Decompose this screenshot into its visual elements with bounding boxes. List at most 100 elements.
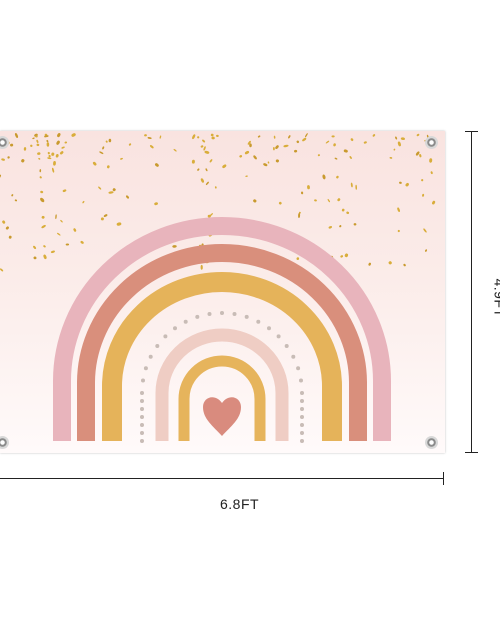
confetti-piece bbox=[108, 191, 114, 194]
confetti-piece bbox=[21, 159, 25, 163]
rainbow-dot bbox=[140, 391, 144, 395]
height-dimension-tick-top bbox=[465, 131, 478, 132]
confetti-piece bbox=[327, 198, 330, 203]
confetti-piece bbox=[302, 137, 307, 142]
confetti-piece bbox=[53, 161, 56, 166]
confetti-piece bbox=[200, 264, 203, 270]
confetti-piece bbox=[149, 145, 154, 149]
height-label: 4.9FT bbox=[491, 278, 500, 318]
confetti-piece bbox=[43, 245, 46, 248]
confetti-piece bbox=[92, 161, 97, 166]
confetti-piece bbox=[57, 232, 61, 236]
confetti-piece bbox=[159, 135, 162, 139]
confetti-piece bbox=[245, 175, 248, 177]
confetti-piece bbox=[205, 181, 209, 186]
rainbow-dot bbox=[300, 423, 304, 427]
heart-icon bbox=[203, 397, 241, 436]
confetti-piece bbox=[341, 208, 345, 212]
rainbow-arch-gold-inner bbox=[178, 355, 266, 441]
confetti-piece bbox=[64, 141, 68, 144]
confetti-piece bbox=[400, 137, 405, 141]
confetti-piece bbox=[30, 144, 33, 148]
confetti-piece bbox=[355, 184, 358, 190]
confetti-piece bbox=[98, 186, 102, 190]
confetti-piece bbox=[192, 134, 196, 140]
confetti-piece bbox=[52, 167, 55, 173]
confetti-piece bbox=[395, 136, 398, 140]
confetti-piece bbox=[397, 207, 400, 212]
confetti-piece bbox=[325, 140, 330, 144]
confetti-piece bbox=[205, 168, 208, 172]
rainbow-dot bbox=[284, 344, 289, 348]
confetti-piece bbox=[7, 156, 10, 159]
confetti-piece bbox=[100, 217, 104, 221]
confetti-piece bbox=[421, 179, 424, 182]
confetti-piece bbox=[202, 139, 206, 143]
confetti-piece bbox=[0, 268, 4, 272]
confetti-piece bbox=[278, 201, 282, 205]
confetti-piece bbox=[298, 213, 301, 218]
confetti-piece bbox=[43, 254, 47, 260]
confetti-piece bbox=[214, 186, 217, 189]
confetti-piece bbox=[172, 245, 177, 248]
confetti-piece bbox=[430, 171, 433, 175]
confetti-piece bbox=[322, 174, 326, 180]
confetti-piece bbox=[191, 159, 195, 164]
confetti-piece bbox=[272, 147, 275, 151]
confetti-piece bbox=[399, 181, 402, 184]
confetti-piece bbox=[334, 157, 338, 160]
confetti-piece bbox=[14, 199, 18, 202]
confetti-piece bbox=[120, 157, 123, 160]
rainbow-dot bbox=[173, 326, 177, 331]
confetti-piece bbox=[147, 137, 152, 139]
rainbow-dot bbox=[267, 326, 271, 331]
confetti-piece bbox=[389, 156, 393, 159]
confetti-piece bbox=[346, 211, 350, 215]
confetti-piece bbox=[60, 219, 63, 223]
grommet-top-left bbox=[0, 136, 9, 149]
confetti-piece bbox=[336, 175, 339, 179]
confetti-piece bbox=[8, 235, 12, 239]
confetti-piece bbox=[372, 134, 376, 137]
confetti-piece bbox=[239, 155, 243, 158]
rainbow-dot bbox=[140, 399, 144, 403]
confetti-piece bbox=[47, 151, 50, 155]
confetti-piece bbox=[307, 185, 310, 190]
confetti-piece bbox=[32, 137, 35, 140]
confetti-piece bbox=[99, 151, 104, 155]
confetti-piece bbox=[247, 140, 251, 145]
confetti-piece bbox=[263, 163, 268, 167]
confetti-piece bbox=[35, 135, 38, 138]
confetti-piece bbox=[432, 200, 436, 205]
confetti-piece bbox=[57, 133, 61, 138]
confetti-piece bbox=[40, 190, 44, 194]
confetti-piece bbox=[33, 256, 37, 260]
rainbow-arch-mustard bbox=[102, 272, 342, 441]
rainbow-dot bbox=[300, 399, 304, 403]
confetti-piece bbox=[296, 140, 300, 144]
confetti-piece bbox=[39, 169, 42, 173]
confetti-piece bbox=[331, 135, 335, 138]
confetti-piece bbox=[424, 249, 428, 252]
confetti-piece bbox=[61, 146, 65, 149]
confetti-piece bbox=[305, 133, 308, 138]
confetti-piece bbox=[209, 159, 213, 163]
confetti-piece bbox=[197, 168, 200, 171]
rainbow-dot bbox=[300, 391, 304, 395]
confetti-piece bbox=[253, 199, 257, 203]
confetti-piece bbox=[37, 152, 41, 155]
confetti-piece bbox=[267, 161, 270, 164]
confetti-piece bbox=[353, 223, 357, 226]
confetti-piece bbox=[14, 133, 19, 138]
confetti-piece bbox=[36, 143, 40, 147]
confetti-piece bbox=[50, 250, 55, 254]
rainbow-dot bbox=[143, 366, 148, 371]
confetti-piece bbox=[211, 136, 215, 140]
confetti-piece bbox=[314, 199, 317, 202]
width-dimension-line bbox=[0, 478, 443, 479]
confetti-piece bbox=[82, 200, 85, 204]
confetti-piece bbox=[363, 141, 367, 144]
height-dimension-line bbox=[471, 131, 472, 453]
confetti-piece bbox=[44, 135, 49, 138]
